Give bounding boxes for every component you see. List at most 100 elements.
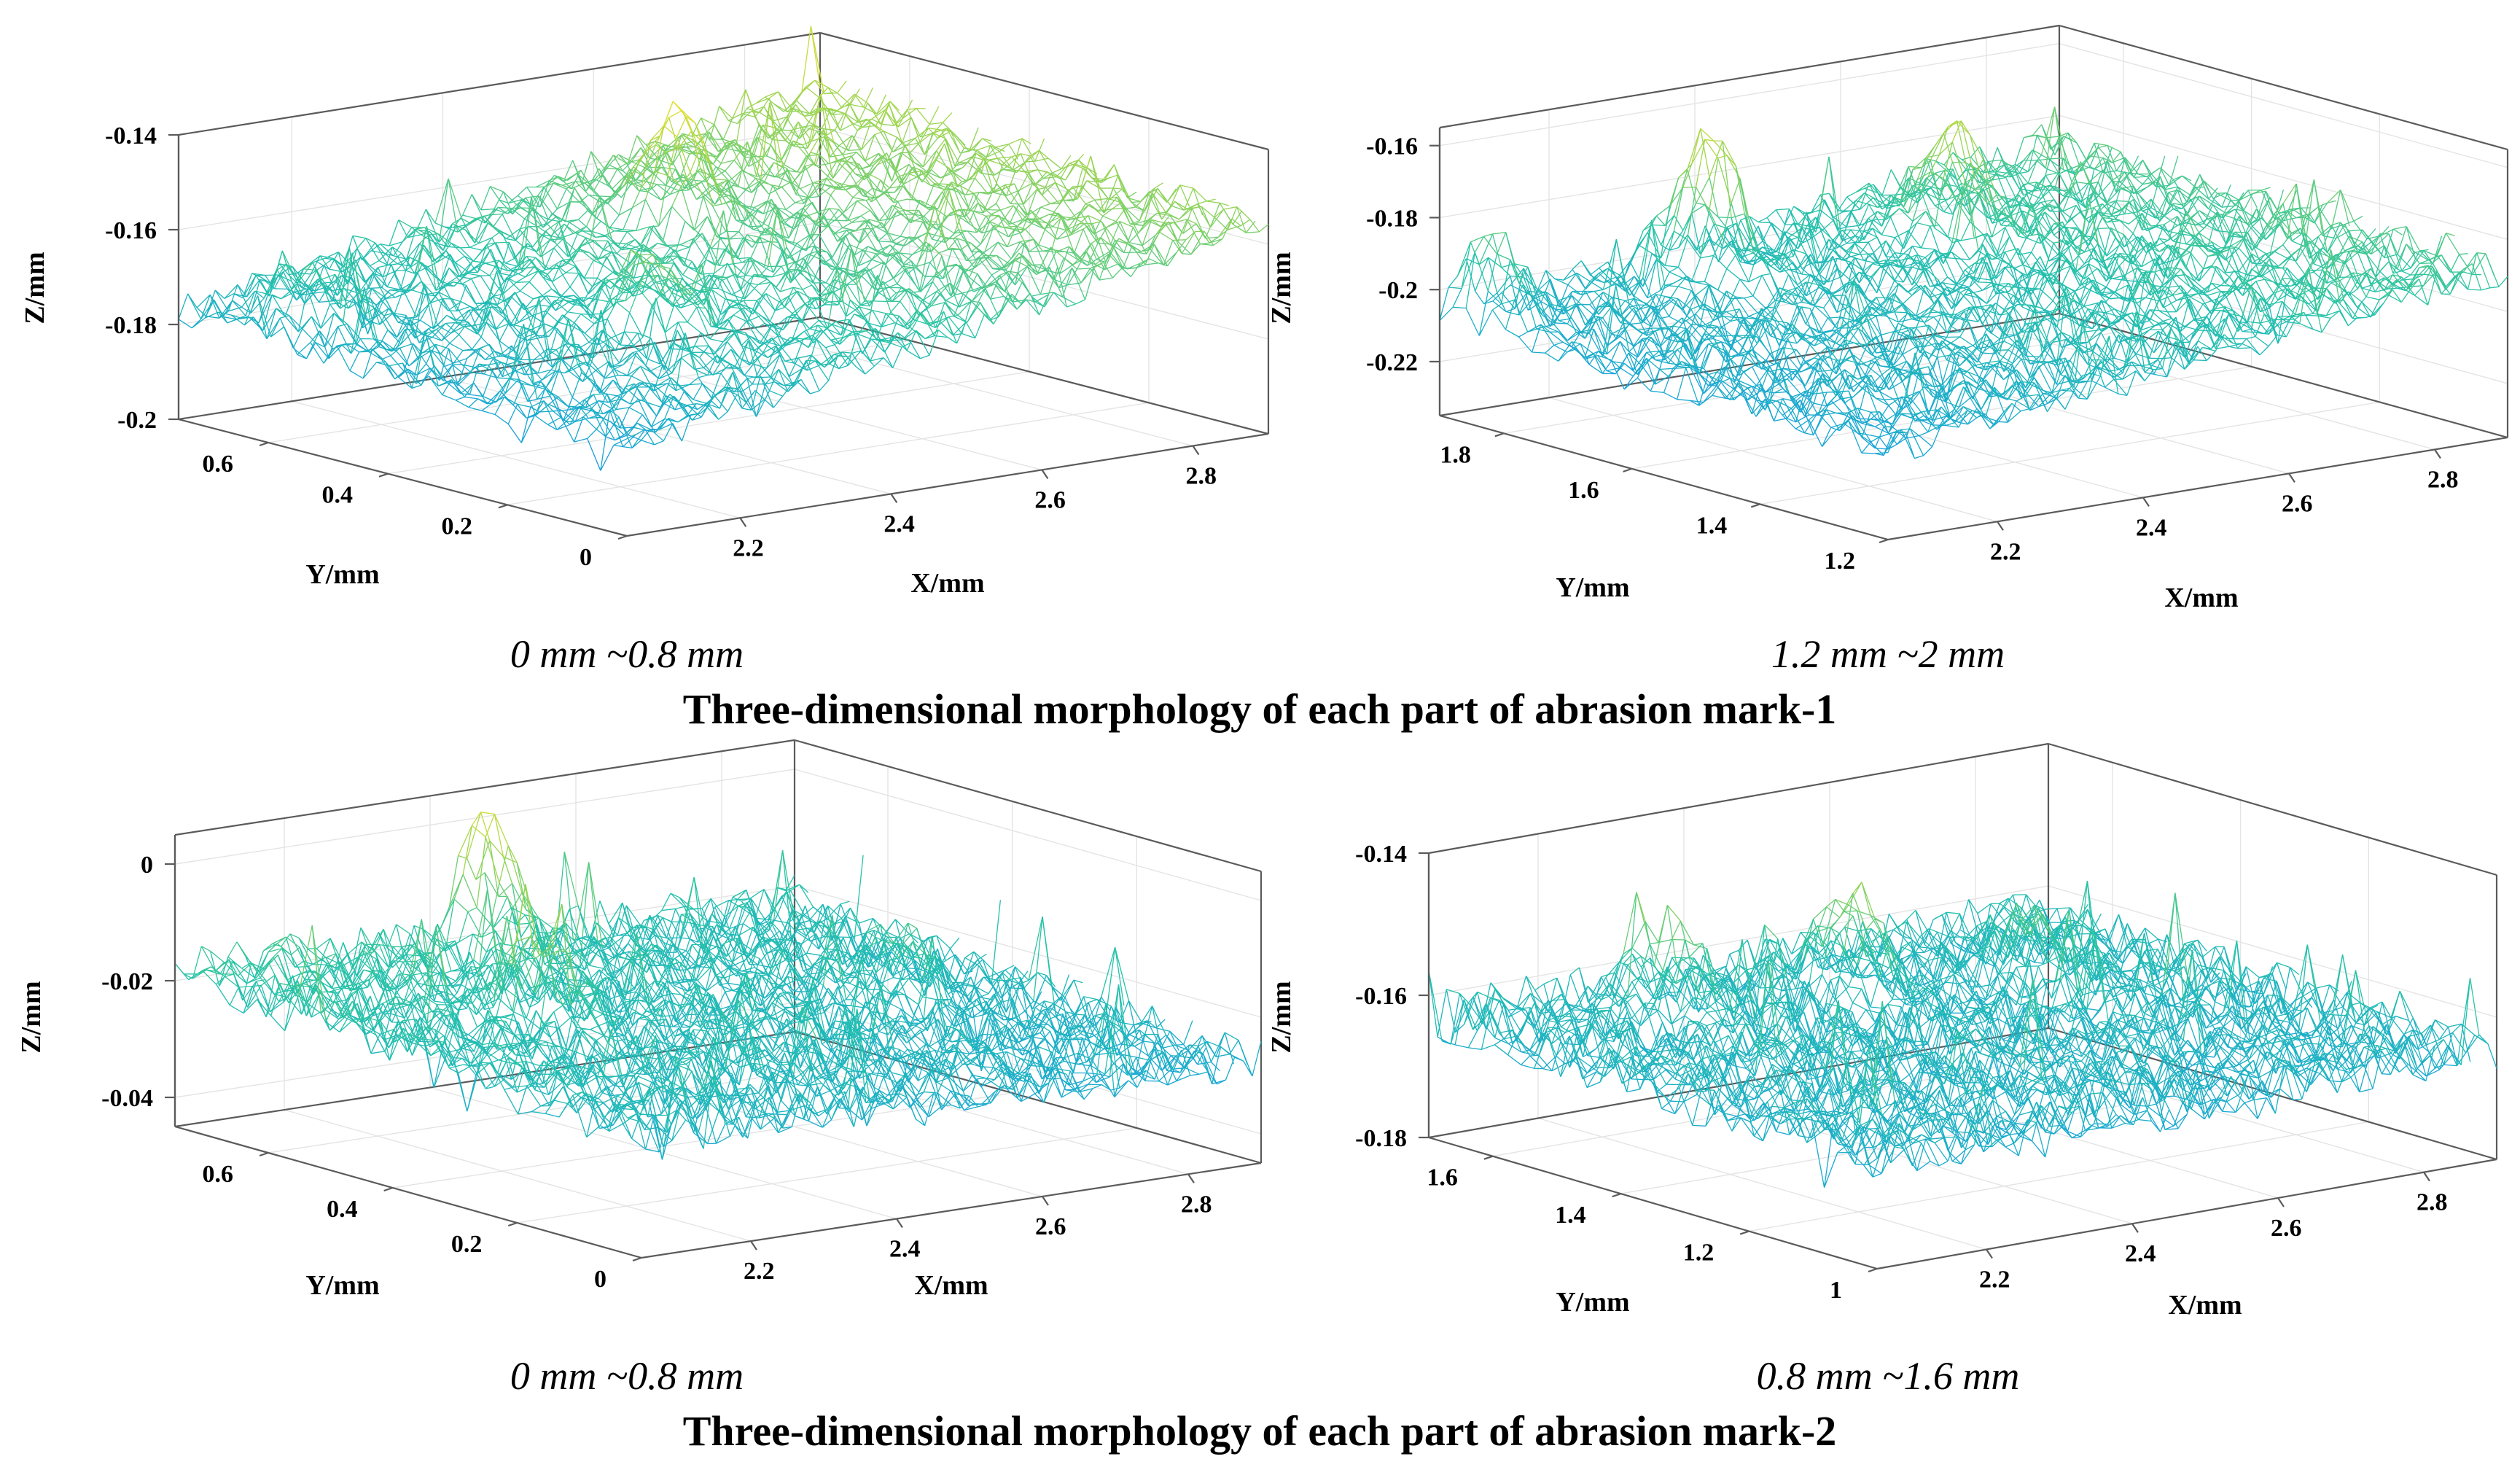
mesh-segment — [510, 228, 520, 237]
mesh-segment — [654, 171, 668, 176]
x-tick-label: 2.2 — [733, 534, 764, 561]
mesh-segment — [685, 116, 696, 124]
mesh-segment — [416, 228, 429, 236]
mesh-segment — [803, 126, 817, 132]
mesh-segment — [489, 260, 499, 276]
mesh-segment — [544, 182, 554, 188]
mesh-segment — [477, 244, 488, 273]
mesh-segment — [562, 238, 577, 252]
mesh-segment — [512, 268, 522, 272]
mesh-segment — [433, 298, 444, 330]
mesh-segment — [850, 231, 861, 244]
mesh-segment — [317, 279, 332, 292]
mesh-segment — [375, 308, 389, 318]
mesh-segment — [187, 293, 202, 319]
mesh-segment — [634, 179, 649, 192]
mesh-segment — [349, 370, 364, 379]
mesh-segment — [736, 188, 747, 200]
mesh-segment — [311, 264, 324, 275]
mesh-segment — [553, 238, 563, 249]
mesh-segment — [311, 316, 321, 329]
mesh-segment — [759, 180, 773, 186]
mesh-segment — [565, 343, 579, 346]
mesh-segment — [1246, 231, 1260, 233]
mesh-segment — [652, 225, 668, 246]
mesh-segment — [271, 294, 281, 300]
mesh-segment — [471, 275, 481, 279]
mesh-segment — [633, 414, 643, 428]
mesh-segment — [336, 345, 351, 371]
mesh-segment — [680, 172, 691, 187]
mesh-segment — [699, 345, 709, 358]
mesh-segment — [391, 246, 406, 271]
mesh-segment — [883, 131, 897, 138]
mesh-segment — [679, 244, 690, 248]
mesh-segment — [531, 196, 545, 270]
mesh-segment — [765, 91, 779, 98]
mesh-segment — [451, 298, 461, 303]
tick-labels: 2.22.42.62.800.20.40.6-0.2-0.18-0.16-0.1… — [105, 122, 1217, 571]
mesh-segment — [1136, 252, 1147, 255]
mesh-segment — [708, 162, 722, 205]
mesh-segment — [762, 184, 773, 214]
mesh-segment — [489, 275, 504, 295]
mesh-segment — [520, 415, 535, 443]
mesh-segment — [386, 297, 396, 299]
mesh-segment — [660, 262, 674, 264]
mesh-segment — [760, 162, 775, 182]
mesh-segment — [854, 93, 868, 104]
mesh-segment — [796, 100, 811, 114]
mesh-segment — [553, 247, 568, 265]
mesh-segment — [1031, 293, 1041, 297]
mesh-segment — [594, 382, 609, 403]
mesh-segment — [444, 226, 458, 233]
mesh-segment — [330, 288, 345, 292]
mesh-segment — [424, 284, 438, 326]
mesh-segment — [977, 144, 991, 151]
mesh-segment — [810, 152, 820, 156]
mesh-segment — [474, 222, 488, 244]
mesh-segment — [663, 125, 678, 138]
mesh-segment — [286, 263, 300, 281]
mesh-segment — [823, 129, 838, 162]
mesh-segment — [692, 182, 702, 186]
mesh-segment — [522, 383, 537, 416]
mesh-segment — [627, 230, 636, 233]
mesh-segment — [297, 342, 311, 355]
mesh-segment — [575, 181, 590, 195]
mesh-segment — [456, 225, 466, 231]
mesh-segment — [857, 200, 870, 211]
mesh-segment — [863, 310, 873, 318]
mesh-segment — [292, 328, 303, 349]
mesh-segment — [461, 218, 475, 244]
mesh-segment — [1563, 272, 1577, 281]
grid-line-y — [1887, 149, 2508, 540]
mesh-segment — [636, 135, 647, 145]
mesh-segment — [644, 171, 655, 200]
mesh-segment — [676, 116, 687, 137]
mesh-segment — [861, 122, 871, 150]
mesh-segment — [682, 133, 696, 147]
mesh-segment — [823, 290, 834, 302]
mesh-segment — [550, 235, 561, 239]
mesh-segment — [769, 301, 780, 322]
mesh-segment — [589, 174, 604, 185]
mesh-segment — [537, 304, 551, 308]
mesh-segment — [518, 312, 528, 323]
mesh-segment — [580, 249, 590, 254]
mesh-segment — [338, 252, 353, 304]
mesh-segment — [933, 122, 943, 133]
mesh-segment — [245, 291, 256, 316]
mesh-segment — [508, 198, 522, 204]
mesh-segment — [895, 144, 906, 173]
mesh-segment — [696, 195, 706, 201]
mesh-segment — [217, 311, 228, 324]
mesh-segment — [700, 168, 714, 180]
mesh-segment — [447, 246, 461, 249]
mesh-segment — [209, 294, 220, 319]
mesh-segment — [932, 191, 943, 208]
mesh-segment — [299, 262, 313, 281]
mesh-segment — [497, 295, 512, 305]
mesh-segment — [338, 326, 352, 354]
mesh-segment — [730, 349, 741, 359]
